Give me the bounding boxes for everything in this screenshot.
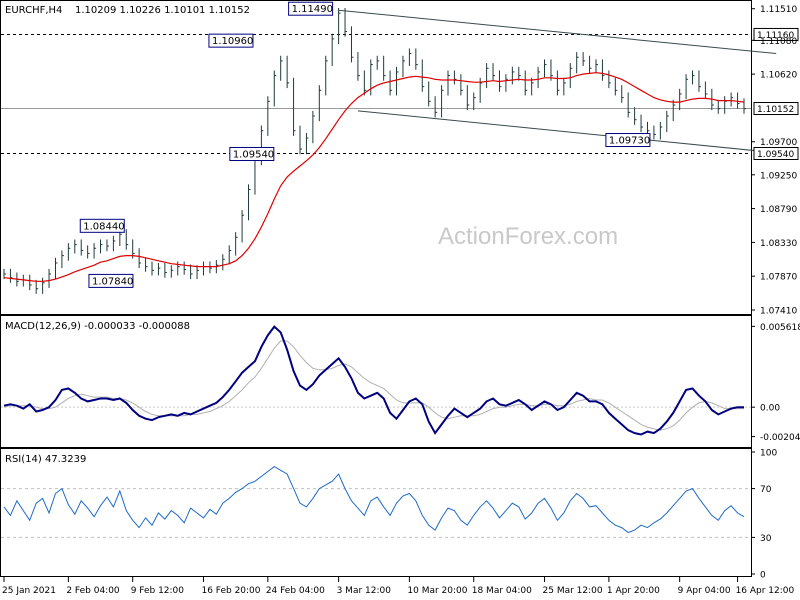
rsi-series [1, 466, 751, 538]
x-tick-label: 3 Mar 12:00 [337, 586, 392, 596]
price-ytick-label: 1.11510 [760, 5, 797, 15]
price-annotations: 1.11490 1.10960 1.09540 1.08440 1.07840 1.097… [79, 1, 651, 288]
x-tick-label: 2 Feb 04:00 [66, 586, 120, 596]
annotation-label: 1.07840 [92, 276, 133, 287]
price-ytick-label: 1.08790 [760, 205, 797, 215]
level-label: 1.11160 [757, 31, 794, 41]
rsi-ytick-label: 100 [760, 449, 777, 459]
x-tick-label: 9 Apr 04:00 [678, 586, 731, 596]
x-tick-label: 16 Apr 12:00 [736, 586, 795, 596]
level-tag [753, 102, 799, 116]
rsi-panel-frame [0, 448, 752, 577]
x-tick-label: 9 Feb 12:00 [131, 586, 185, 596]
macd-ytick-label: 0.005618 [760, 323, 800, 333]
rsi-line [3, 466, 745, 534]
price-ytick-label: 1.07410 [760, 307, 797, 317]
macd-signal-line [3, 340, 744, 431]
x-tick-label: 1 Apr 20:00 [607, 586, 660, 596]
annotation-label: 1.08440 [83, 221, 124, 232]
price-ytick-label: 1.08330 [760, 239, 797, 249]
channel-trendline [338, 9, 777, 55]
level-label: 1.10152 [757, 105, 794, 115]
price-ytick-label: 1.07870 [760, 273, 797, 283]
annotation-box [229, 146, 275, 161]
macd-ytick-label: -0.002046 [760, 433, 800, 443]
annotation-label: 1.09730 [609, 136, 650, 147]
annotation-box [288, 1, 334, 16]
price-ytick-label: 1.09250 [760, 171, 797, 181]
rsi-title: RSI(14) 47.3239 [5, 454, 86, 465]
x-tick-label: 18 Mar 04:00 [472, 586, 532, 596]
macd-series [1, 325, 751, 436]
trendlines [338, 9, 777, 154]
level-tag [753, 27, 799, 41]
x-tick-label: 10 Mar 20:00 [407, 586, 467, 596]
price-panel-frame [0, 0, 752, 315]
price-ytick-label: 1.09700 [760, 138, 797, 148]
annotation-label: 1.09540 [233, 149, 274, 160]
level-label: 1.09540 [757, 150, 794, 160]
annotation-box [79, 218, 125, 233]
macd-panel-frame [0, 315, 752, 448]
macd-ytick-label: 0.00 [760, 404, 780, 414]
symbol-title: EURCHF,H4 [5, 5, 62, 16]
annotation-box [88, 273, 134, 288]
price-ytick-label: 1.10620 [760, 71, 797, 81]
x-tick-label: 16 Feb 20:00 [201, 586, 260, 596]
rsi-ytick-label: 70 [760, 485, 772, 495]
x-axis-labels: 25 Jan 2021 2 Feb 04:00 9 Feb 12:00 16 Feb … [2, 577, 795, 596]
rsi-ytick-label: 0 [760, 571, 766, 581]
moving-average-line [3, 72, 745, 282]
price-levels [1, 33, 751, 154]
x-tick-label: 25 Mar 12:00 [543, 586, 603, 596]
x-tick-label: 25 Jan 2021 [2, 586, 56, 596]
ohlc-values: 1.10209 1.10226 1.10101 1.10152 [75, 5, 250, 16]
y-axis-labels: 1.11160 1.10152 1.09540 1.11510 1.11080 1.106… [751, 5, 800, 581]
level-tag [753, 146, 799, 160]
annotation-label: 1.11490 [292, 4, 333, 15]
macd-title: MACD(12,26,9) -0.000033 -0.000088 [5, 321, 190, 332]
channel-trendline [357, 110, 777, 154]
price-ytick-label: 1.11080 [760, 37, 797, 47]
annotation-box [208, 33, 254, 48]
annotation-label: 1.10960 [212, 36, 253, 47]
rsi-ytick-label: 30 [760, 534, 772, 544]
price-series [3, 8, 746, 294]
watermark: ActionForex.com [438, 223, 618, 250]
x-tick-label: 24 Feb 04:00 [266, 586, 325, 596]
macd-line [3, 325, 744, 436]
annotation-box [605, 133, 651, 148]
